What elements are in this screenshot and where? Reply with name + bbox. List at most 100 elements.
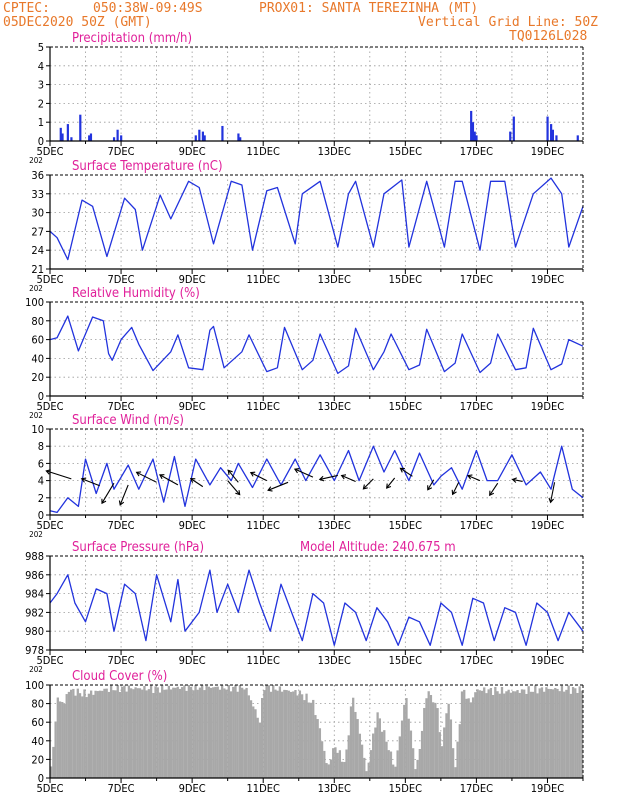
y-tick-label: 27 <box>31 225 44 238</box>
cloud-bar <box>471 697 475 778</box>
y-tick-label: 0 <box>38 772 44 785</box>
wind-arrow-head <box>45 469 51 475</box>
cloud-bar <box>338 750 342 778</box>
wind-speed-line <box>49 445 584 514</box>
y-tick-label: 10 <box>31 423 44 436</box>
cloud-bar <box>152 692 155 778</box>
cloud-bar <box>109 685 113 778</box>
y-tick-label: 20 <box>31 371 44 384</box>
cloud-bar <box>145 690 148 778</box>
cloud-bar <box>425 698 428 778</box>
cloud-bar <box>318 728 322 778</box>
cloud-bar <box>434 702 437 778</box>
precip-bar <box>112 137 116 141</box>
cloud-bar <box>469 702 473 778</box>
cloud-bar <box>114 690 117 778</box>
cloud-bar <box>352 697 355 778</box>
precip-bar <box>66 124 69 141</box>
wind-arrow-head <box>386 483 392 489</box>
year-label: 202 <box>29 284 43 293</box>
cloud-bar <box>58 701 62 778</box>
cloud-bar <box>256 717 259 778</box>
cloud-bar <box>483 687 486 778</box>
cloud-bar <box>260 698 264 778</box>
cloud-bar <box>392 764 395 778</box>
cloud-bar <box>540 687 544 778</box>
wind-arrow <box>190 478 204 488</box>
wind-arrow-head <box>80 477 87 483</box>
panel-title: Surface Temperature (nC) <box>72 159 223 174</box>
x-tick-label: 17DEC <box>460 519 493 532</box>
x-tick-label: 13DEC <box>318 782 351 795</box>
wind-arrow-head <box>318 475 325 482</box>
cloud-bar <box>325 763 328 778</box>
wind-arrow-head <box>511 477 517 483</box>
x-tick-label: 17DEC <box>460 145 493 158</box>
cloud-bar <box>380 731 384 778</box>
wind-arrow-head <box>451 489 457 496</box>
x-tick-label: 13DEC <box>318 273 351 286</box>
cloud-bar <box>378 718 381 778</box>
cloud-bar <box>169 689 173 778</box>
precip-bar <box>198 129 201 141</box>
y-tick-label: 0 <box>38 135 44 148</box>
cloud-bar <box>121 686 124 778</box>
cloud-bar <box>249 700 253 778</box>
wind-arrow <box>386 477 396 489</box>
cloud-bar <box>258 722 262 778</box>
cloud-bar <box>143 685 146 778</box>
header-grid-note: Vertical Grid Line: 50Z <box>418 15 599 30</box>
cloud-bar <box>398 736 401 778</box>
wind-arrow <box>101 482 115 504</box>
cloud-bar <box>563 691 566 778</box>
cloud-bar <box>245 687 248 778</box>
y-tick-label: 40 <box>31 735 44 748</box>
cloud-bar <box>440 746 444 778</box>
wind-arrow <box>319 474 338 480</box>
cloud-bar <box>267 685 270 778</box>
wind-arrow-head <box>267 486 273 492</box>
year-label: 202 <box>29 665 43 674</box>
precip-bar <box>475 135 478 141</box>
precip-bar <box>201 131 204 141</box>
y-tick-label: 40 <box>31 352 44 365</box>
y-tick-label: 3 <box>38 79 44 92</box>
y-tick-label: 986 <box>25 569 44 582</box>
cloud-bar <box>123 685 126 778</box>
cloud-bar <box>307 702 310 778</box>
cloud-bar <box>485 693 488 778</box>
cloud-bar <box>221 685 224 778</box>
cloud-bar <box>536 693 539 778</box>
x-tick-label: 19DEC <box>531 519 564 532</box>
wind-arrow <box>294 468 314 478</box>
cloud-bar <box>354 711 357 778</box>
cloud-bar <box>289 691 293 778</box>
cloud-bar <box>400 720 404 778</box>
cloud-bar <box>372 733 375 778</box>
cloud-bar <box>105 688 108 778</box>
cloud-bar <box>374 727 377 778</box>
cloud-bar <box>329 759 333 778</box>
x-tick-label: 5DEC <box>36 145 63 158</box>
cloud-bar <box>478 690 481 778</box>
wind-arrow <box>81 478 100 487</box>
cloud-bar <box>549 689 552 778</box>
cloud-bar <box>514 691 517 778</box>
wind-arrow <box>467 475 481 482</box>
cloud-bar <box>205 685 208 778</box>
cloud-bar <box>449 719 453 778</box>
cloud-bar <box>445 713 448 778</box>
x-tick-label: 9DEC <box>179 273 206 286</box>
x-tick-label: 7DEC <box>108 145 135 158</box>
cloud-bar <box>67 691 71 778</box>
cloud-bar <box>298 690 302 778</box>
cloud-bar <box>383 730 386 778</box>
cloud-bar <box>101 690 104 778</box>
y-tick-label: 4 <box>38 60 44 73</box>
cloud-bar <box>460 691 464 778</box>
cloud-bar <box>403 704 406 778</box>
cloud-bar <box>183 685 186 778</box>
cloud-bar <box>165 689 168 778</box>
cloud-bar <box>192 690 195 778</box>
cloud-bar <box>451 748 455 778</box>
